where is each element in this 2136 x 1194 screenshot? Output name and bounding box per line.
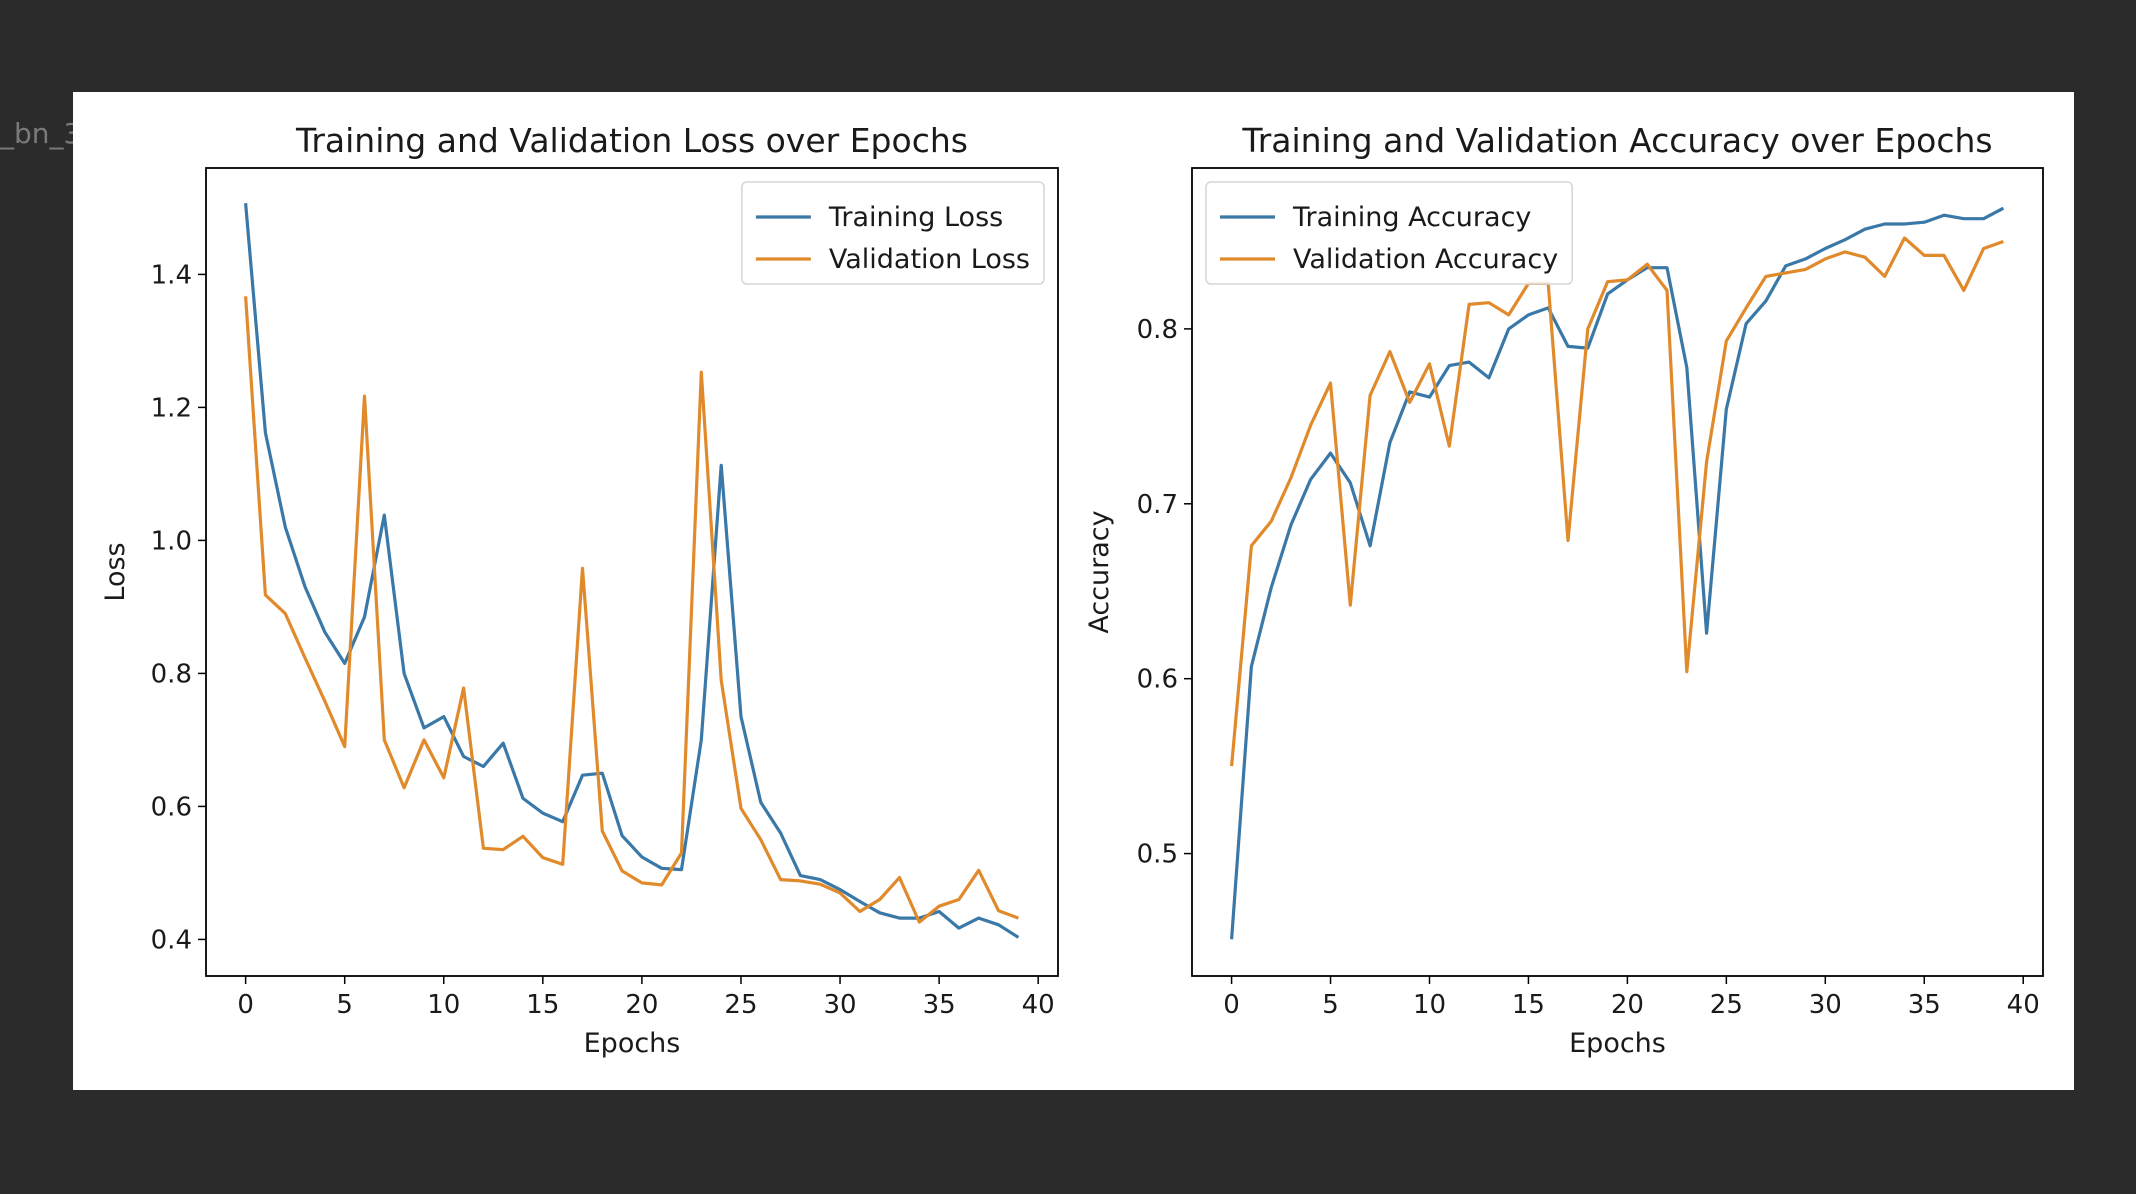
loss-chart: Training and Validation Loss over Epochs… [100,121,1059,1059]
loss-y-tick-label: 0.4 [151,925,192,955]
loss-y-tick-label: 1.2 [151,393,192,423]
accuracy-legend-label-validation: Validation Accuracy [1293,244,1558,275]
loss-x-tick-label: 15 [526,990,559,1020]
loss-x-tick-label: 30 [823,990,856,1020]
loss-x-tick-label: 40 [1022,990,1055,1020]
loss-legend-label-training: Training Loss [828,202,1003,233]
loss-series-line-validation [244,296,1019,924]
accuracy-axes-frame [1191,167,2044,977]
loss-x-tick-label: 5 [336,990,353,1020]
loss-x-axis-label: Epochs [584,1028,681,1059]
loss-y-tick-label: 0.8 [151,659,192,689]
accuracy-x-tick-label: 40 [2007,990,2040,1020]
accuracy-y-tick-label: 0.8 [1137,315,1178,345]
accuracy-x-tick-label: 10 [1413,990,1446,1020]
accuracy-chart: Training and Validation Accuracy over Ep… [1084,121,2044,1059]
accuracy-chart-title: Training and Validation Accuracy over Ep… [1241,121,1992,160]
loss-x-tick-label: 25 [724,990,757,1020]
loss-y-tick-label: 1.4 [151,260,192,290]
loss-x-tick-label: 0 [237,990,254,1020]
loss-series-line-training [244,203,1020,939]
accuracy-legend-box [1205,181,1573,285]
accuracy-y-tick-label: 0.5 [1137,840,1178,870]
accuracy-x-tick-label: 35 [1908,990,1941,1020]
accuracy-x-axis-label: Epochs [1569,1028,1666,1059]
loss-y-tick-label: 1.0 [151,526,192,556]
loss-chart-title: Training and Validation Loss over Epochs [295,121,968,160]
accuracy-legend: Training Accuracy Validation Accuracy [1205,181,1573,285]
accuracy-x-tick-label: 30 [1809,990,1842,1020]
loss-axes-frame [205,167,1059,977]
loss-legend: Training Loss Validation Loss [741,181,1045,285]
plot-figure: Training and Validation Loss over Epochs… [100,121,2044,1059]
accuracy-y-tick-label: 0.7 [1137,490,1178,520]
loss-legend-label-validation: Validation Loss [829,244,1030,275]
accuracy-series-line-validation [1230,236,2004,767]
figure-canvas: Training and Validation Loss over Epochs… [73,92,2074,1090]
loss-legend-box [741,181,1045,285]
accuracy-x-tick-label: 0 [1223,990,1240,1020]
accuracy-y-tick-label: 0.6 [1137,665,1178,695]
background-cell-label: _bn_3 [0,117,82,150]
loss-x-tick-label: 20 [625,990,658,1020]
accuracy-legend-label-training: Training Accuracy [1292,202,1531,233]
accuracy-x-tick-label: 5 [1322,990,1339,1020]
loss-x-tick-label: 35 [923,990,956,1020]
accuracy-y-axis-label: Accuracy [1084,510,1115,633]
loss-y-axis-label: Loss [100,542,131,601]
accuracy-x-tick-label: 20 [1611,990,1644,1020]
loss-x-tick-label: 10 [427,990,460,1020]
accuracy-x-tick-label: 15 [1512,990,1545,1020]
accuracy-x-tick-label: 25 [1710,990,1743,1020]
loss-y-tick-label: 0.6 [151,792,192,822]
